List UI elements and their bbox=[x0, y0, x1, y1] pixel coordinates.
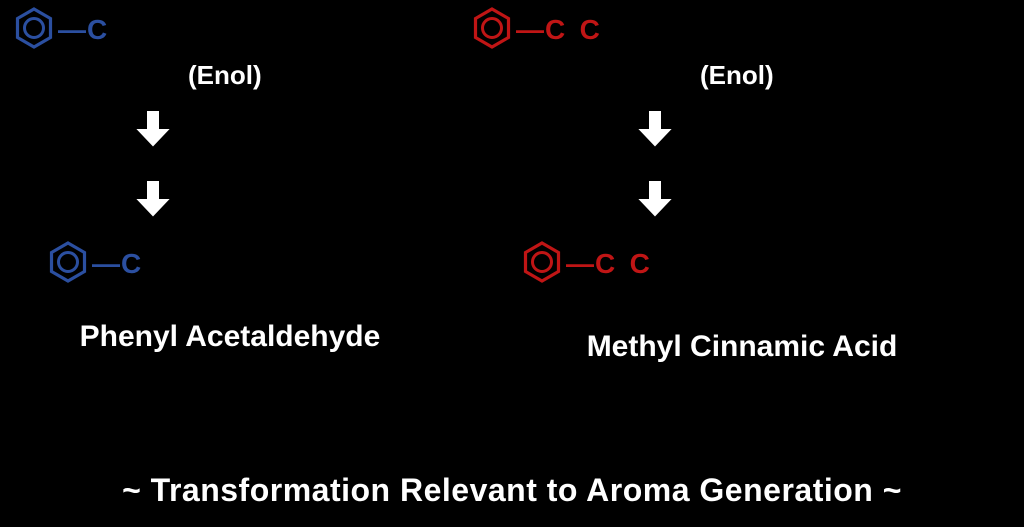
left-enol-molecule: —CH=CH—OH bbox=[12, 6, 260, 55]
bond-icon: — bbox=[92, 248, 121, 279]
benzene-ring-icon bbox=[520, 240, 564, 289]
atom-ch3: CH3 bbox=[604, 287, 636, 302]
left-panel: —CH=CH—OH (Enol) —CH2—CH=O Phenyl Acetal… bbox=[0, 0, 460, 527]
atom-h: H bbox=[224, 248, 245, 279]
atom-h: H bbox=[651, 248, 672, 279]
bond-icon: — bbox=[174, 248, 203, 279]
left-compound-name: Phenyl Acetaldehyde bbox=[0, 320, 460, 354]
bond-icon: — bbox=[189, 14, 218, 45]
arrow-down-icon bbox=[634, 178, 676, 220]
atom-c: C bbox=[701, 248, 722, 279]
atom-c: C bbox=[121, 248, 142, 279]
atom-c: C bbox=[147, 14, 168, 45]
atom-ch3: CH3 bbox=[554, 53, 586, 68]
atom-o: O bbox=[722, 248, 745, 279]
reaction-arrow-icon bbox=[132, 108, 174, 220]
methyl-group: | CH3 bbox=[554, 44, 586, 68]
bond-icon: — bbox=[516, 14, 545, 45]
atom-h: H bbox=[142, 248, 163, 279]
double-bond-icon: = bbox=[245, 248, 262, 279]
atom-c: C bbox=[618, 14, 639, 45]
right-enol-molecule: —C=C=CH—CO—OH | CH3 bbox=[470, 6, 805, 55]
arrow-down-icon bbox=[634, 108, 676, 150]
arrow-down-icon bbox=[132, 108, 174, 150]
benzene-ring-icon bbox=[470, 6, 514, 55]
right-compound-name: Methyl Cinnamic Acid bbox=[460, 330, 1024, 364]
bond-icon: — bbox=[661, 14, 690, 45]
methyl-group: | CH3 bbox=[604, 278, 636, 302]
double-bond-icon: = bbox=[601, 14, 618, 45]
atom-oh: OH bbox=[774, 248, 818, 279]
atom-c: C bbox=[545, 14, 566, 45]
atom-o: O bbox=[263, 248, 286, 279]
bond-icon: — bbox=[672, 248, 701, 279]
atom-c: C bbox=[690, 14, 711, 45]
reaction-arrow-icon bbox=[634, 108, 676, 220]
bond-icon: — bbox=[745, 248, 774, 279]
bond-icon: — bbox=[734, 14, 763, 45]
subscript: 2 bbox=[163, 265, 173, 284]
enol-label: (Enol) bbox=[188, 60, 262, 91]
right-panel: —C=C=CH—CO—OH | CH3 (Enol) —C=CH—CO—OH | bbox=[460, 0, 1024, 527]
atom-c: C bbox=[630, 248, 651, 279]
atom-c: C bbox=[87, 14, 108, 45]
atom-c: C bbox=[595, 248, 616, 279]
atom-h: H bbox=[168, 14, 189, 45]
arrow-down-icon bbox=[132, 178, 174, 220]
bond-icon: — bbox=[58, 14, 87, 45]
atom-c: C bbox=[580, 14, 601, 45]
tagline: ~ Transformation Relevant to Aroma Gener… bbox=[0, 472, 1024, 509]
atom-o: O bbox=[711, 14, 734, 45]
benzene-ring-icon bbox=[12, 6, 56, 55]
atom-c: C bbox=[203, 248, 224, 279]
benzene-ring-icon bbox=[46, 240, 90, 289]
right-product-molecule: —C=CH—CO—OH | CH3 bbox=[520, 240, 816, 289]
atom-h: H bbox=[108, 14, 129, 45]
atom-oh: OH bbox=[763, 14, 807, 45]
double-bond-icon: = bbox=[129, 14, 146, 45]
enol-label: (Enol) bbox=[700, 60, 774, 91]
atom-h: H bbox=[639, 14, 660, 45]
atom-oh: OH bbox=[218, 14, 262, 45]
left-product-molecule: —CH2—CH=O bbox=[46, 240, 283, 289]
bond-icon: — bbox=[566, 248, 595, 279]
